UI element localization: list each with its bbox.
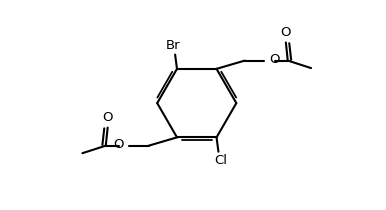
- Text: Br: Br: [166, 39, 181, 52]
- Text: O: O: [102, 111, 113, 124]
- Text: O: O: [269, 53, 280, 66]
- Text: O: O: [114, 138, 124, 151]
- Text: O: O: [281, 26, 291, 39]
- Text: Cl: Cl: [214, 154, 227, 167]
